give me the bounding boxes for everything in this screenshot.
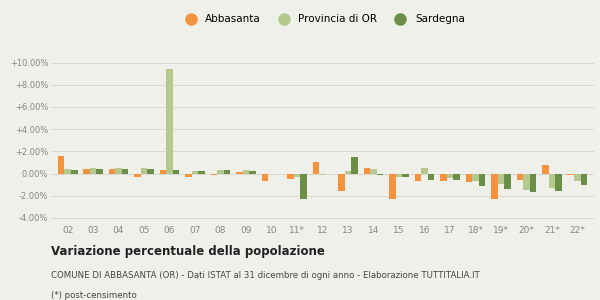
Bar <box>389 173 395 199</box>
Bar <box>122 169 128 173</box>
Bar <box>71 170 77 173</box>
Bar <box>64 169 71 173</box>
Bar <box>555 173 562 191</box>
Bar <box>370 169 377 173</box>
Bar <box>440 173 446 181</box>
Bar <box>217 170 224 173</box>
Legend: Abbasanta, Provincia di OR, Sardegna: Abbasanta, Provincia di OR, Sardegna <box>178 12 467 26</box>
Bar <box>185 173 192 177</box>
Bar <box>523 173 530 190</box>
Bar <box>364 168 370 173</box>
Bar <box>568 173 574 175</box>
Bar <box>581 173 587 184</box>
Bar <box>243 170 250 173</box>
Bar <box>377 173 383 175</box>
Bar <box>236 172 243 173</box>
Bar <box>160 170 166 173</box>
Bar <box>466 173 472 182</box>
Bar <box>262 173 268 181</box>
Bar <box>472 173 479 181</box>
Bar <box>395 173 402 177</box>
Bar <box>352 157 358 173</box>
Bar <box>574 173 581 181</box>
Bar <box>199 171 205 173</box>
Bar <box>293 173 301 177</box>
Bar <box>344 171 352 173</box>
Bar <box>402 173 409 177</box>
Bar <box>148 169 154 173</box>
Bar <box>141 168 148 173</box>
Bar <box>530 173 536 192</box>
Bar <box>192 171 199 173</box>
Bar <box>421 168 428 173</box>
Bar <box>275 173 281 174</box>
Bar <box>542 165 548 173</box>
Bar <box>548 173 555 188</box>
Bar <box>109 169 115 173</box>
Bar <box>211 173 217 175</box>
Bar <box>504 173 511 189</box>
Text: COMUNE DI ABBASANTA (OR) - Dati ISTAT al 31 dicembre di ogni anno - Elaborazione: COMUNE DI ABBASANTA (OR) - Dati ISTAT al… <box>51 272 480 280</box>
Bar <box>428 173 434 180</box>
Bar <box>134 173 141 177</box>
Bar <box>58 156 64 173</box>
Bar <box>446 173 453 178</box>
Bar <box>90 168 97 173</box>
Bar <box>166 69 173 173</box>
Text: (*) post-censimento: (*) post-censimento <box>51 291 137 300</box>
Bar <box>224 170 230 173</box>
Bar <box>313 162 319 173</box>
Bar <box>287 173 293 179</box>
Bar <box>415 173 421 181</box>
Bar <box>453 173 460 180</box>
Bar <box>97 169 103 173</box>
Bar <box>491 173 497 199</box>
Bar <box>319 173 326 175</box>
Bar <box>497 173 504 184</box>
Bar <box>479 173 485 186</box>
Bar <box>250 171 256 173</box>
Text: Variazione percentuale della popolazione: Variazione percentuale della popolazione <box>51 244 325 257</box>
Bar <box>83 169 90 173</box>
Bar <box>115 168 122 173</box>
Bar <box>517 173 523 180</box>
Bar <box>173 170 179 173</box>
Bar <box>338 173 344 191</box>
Bar <box>301 173 307 199</box>
